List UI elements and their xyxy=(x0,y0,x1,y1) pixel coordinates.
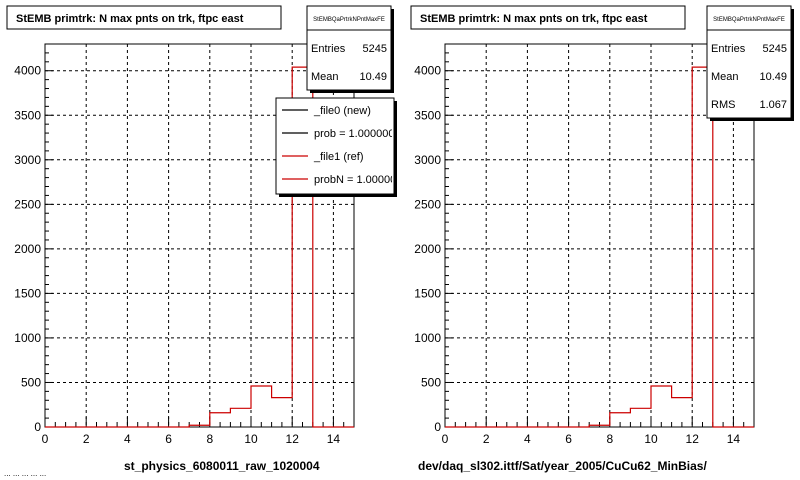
stats-label-mean: Mean xyxy=(711,71,739,83)
right-histogram: 0 500 1000 1500 2000 2500 3000 3500 4000 0 2 4 6 8 10 1… xyxy=(414,43,755,446)
stats-frame xyxy=(706,5,792,119)
y-tick-label: 1000 xyxy=(14,331,41,345)
x-tick-label: 12 xyxy=(286,432,300,446)
histogram-series-ref xyxy=(45,66,354,428)
stats-histogram-name: StEMBQaPrtrkNPntMaxFE xyxy=(313,17,385,23)
stats-label-entries: Entries xyxy=(311,43,346,55)
stats-value-entries: 5245 xyxy=(763,43,787,55)
y-tick-label: 2500 xyxy=(14,197,41,211)
left-stats-box: StEMBQaPrtrkNPntMaxFE Entries 5245 Mean 10.4… xyxy=(306,5,394,93)
y-tick-label: 2000 xyxy=(14,242,41,256)
x-tick-label: 8 xyxy=(606,432,613,446)
x-tick-label: 12 xyxy=(686,432,700,446)
left-title-box xyxy=(6,5,282,30)
stats-value-mean: 10.49 xyxy=(359,71,387,83)
y-tick-label: 0 xyxy=(434,420,441,434)
x-tick-label: 6 xyxy=(165,432,172,446)
histogram-series-ref xyxy=(445,66,754,428)
x-tick-label: 14 xyxy=(727,432,741,446)
x-tick-label: 6 xyxy=(565,432,572,446)
y-tick-label: 500 xyxy=(21,375,41,389)
stats-frame xyxy=(306,5,392,91)
stats-histogram-name: StEMBQaPrtrkNPntMaxFE xyxy=(713,17,785,23)
x-tick-label: 10 xyxy=(244,432,258,446)
right-title-box xyxy=(410,5,686,30)
right-panel: StEMB primtrk: N max pnts on trk, ftpc e… xyxy=(410,5,794,473)
x-tick-label: 4 xyxy=(524,432,531,446)
left-corner-text: ... ... ... ... ... xyxy=(4,469,46,478)
y-tick-label: 3500 xyxy=(414,108,441,122)
y-tick-label: 3500 xyxy=(14,108,41,122)
right-chart-title: StEMB primtrk: N max pnts on trk, ftpc e… xyxy=(420,13,648,25)
legend-label-2: _file1 (ref) xyxy=(313,151,364,163)
right-stats-box: StEMBQaPrtrkNPntMaxFE Entries 5245 Mean 10.4… xyxy=(706,5,794,121)
right-footer-path: dev/daq_sl302.ittf/Sat/year_2005/CuCu62_… xyxy=(418,459,707,473)
y-tick-label: 2500 xyxy=(414,197,441,211)
y-tick-label: 4000 xyxy=(14,64,41,78)
stats-label-mean: Mean xyxy=(311,71,339,83)
left-chart-title: StEMB primtrk: N max pnts on trk, ftpc e… xyxy=(16,13,244,25)
legend-frame xyxy=(275,97,395,195)
left-footer-filename: st_physics_6080011_raw_1020004 xyxy=(124,459,320,473)
x-tick-label: 10 xyxy=(644,432,658,446)
y-tick-label: 2000 xyxy=(414,242,441,256)
left-panel: StEMB primtrk: N max pnts on trk, ftpc e… xyxy=(4,5,402,478)
legend-label-3: probN = 1.000000 xyxy=(314,174,402,186)
y-tick-label: 500 xyxy=(421,375,441,389)
legend-label-1: prob = 1.000000 xyxy=(314,128,394,140)
x-tick-label: 4 xyxy=(124,432,131,446)
stats-label-entries: Entries xyxy=(711,43,746,55)
legend-label-0: _file0 (new) xyxy=(313,105,371,117)
left-legend: _file0 (new) prob = 1.000000 _file1 (ref) p… xyxy=(275,97,402,197)
x-tick-label: 0 xyxy=(442,432,449,446)
x-tick-label: 2 xyxy=(483,432,490,446)
y-tick-label: 3000 xyxy=(414,153,441,167)
y-tick-label: 0 xyxy=(34,420,41,434)
legend-entries: _file0 (new) prob = 1.000000 _file1 (ref) p… xyxy=(282,105,402,186)
stats-value-entries: 5245 xyxy=(363,43,387,55)
stats-value-rms: 1.067 xyxy=(759,99,787,111)
plot-frame xyxy=(444,43,755,428)
y-tick-label: 1000 xyxy=(414,331,441,345)
x-tick-label: 14 xyxy=(327,432,341,446)
y-tick-label: 4000 xyxy=(414,64,441,78)
x-tick-label: 2 xyxy=(83,432,90,446)
x-tick-label: 0 xyxy=(42,432,49,446)
stats-value-mean: 10.49 xyxy=(759,71,787,83)
stats-label-rms: RMS xyxy=(711,99,735,111)
x-tick-label: 8 xyxy=(206,432,213,446)
y-tick-label: 1500 xyxy=(14,286,41,300)
y-tick-label: 3000 xyxy=(14,153,41,167)
y-tick-label: 1500 xyxy=(414,286,441,300)
